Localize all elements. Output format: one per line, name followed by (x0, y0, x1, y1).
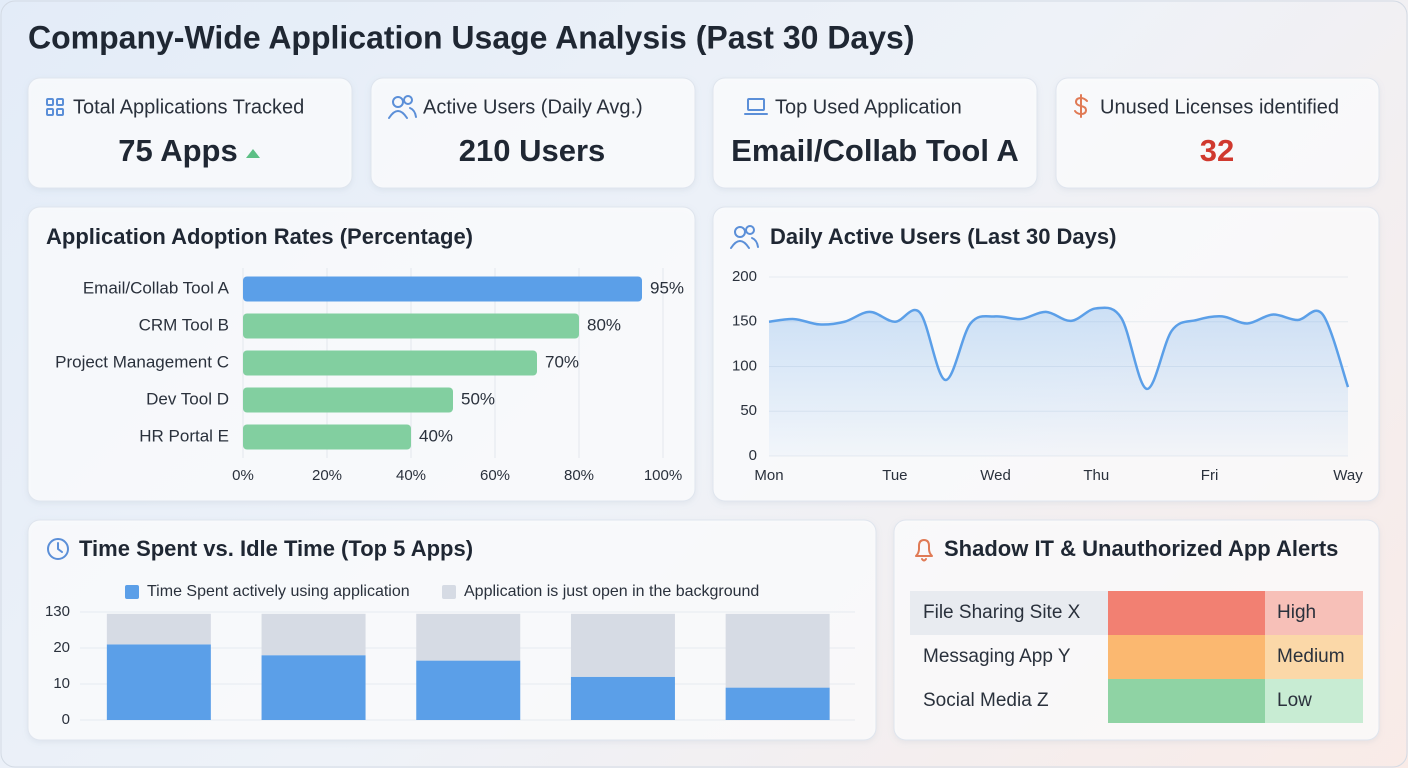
y-tick-label: 50 (740, 402, 757, 419)
value-label: 70% (545, 352, 579, 371)
trend-up (246, 149, 260, 158)
bar (243, 387, 453, 413)
x-tick-label: 20% (312, 467, 342, 484)
bar (243, 313, 579, 339)
app-name: Messaging App Y (923, 646, 1071, 667)
x-tick-label: 100% (644, 467, 682, 484)
y-tick-label: 130 (45, 603, 70, 620)
severity-label: High (1277, 602, 1316, 623)
y-tick-label: 200 (732, 268, 757, 285)
severity-cell (1265, 591, 1363, 635)
kpi-value: 210 Users (459, 133, 606, 168)
app-name: File Sharing Site X (923, 602, 1081, 623)
value-label: 50% (461, 389, 495, 408)
x-tick-label: 60% (480, 467, 510, 484)
bar-segment (261, 655, 366, 720)
bar-segment (725, 687, 830, 720)
bar (243, 424, 411, 450)
kpi-card (370, 77, 696, 189)
chart-title: Time Spent vs. Idle Time (Top 5 Apps) (79, 536, 473, 561)
bar (243, 350, 537, 376)
category-label: CRM Tool B (139, 315, 229, 334)
value-label: 95% (650, 278, 684, 297)
severity-cell (1265, 635, 1363, 679)
category-label: HR Portal E (139, 426, 229, 445)
legend-swatch (125, 585, 139, 599)
icon-users (388, 95, 417, 119)
x-tick-label: Tue (882, 467, 907, 484)
bar-segment (725, 613, 830, 688)
legend-label: Time Spent actively using application (147, 583, 410, 600)
severity-block (1108, 591, 1265, 635)
y-tick-label: 10 (53, 675, 70, 692)
y-tick-label: 0 (62, 711, 70, 728)
x-tick-label: 80% (564, 467, 594, 484)
kpi-value: 75 Apps (118, 133, 237, 168)
kpi-card (27, 77, 353, 189)
severity-block (1108, 679, 1265, 723)
bar-segment (261, 613, 366, 656)
bar-segment (106, 613, 211, 645)
kpi-label: Total Applications Tracked (73, 96, 304, 118)
bar-segment (416, 660, 521, 720)
bar-segment (570, 613, 675, 677)
x-tick-label: Fri (1201, 467, 1219, 484)
icon-bell (915, 539, 933, 562)
legend-label: Application is just open in the backgrou… (464, 583, 759, 600)
x-tick-label: Wed (980, 467, 1011, 484)
category-label: Dev Tool D (146, 389, 229, 408)
icon-users (730, 225, 759, 249)
category-label: Project Management C (55, 352, 229, 371)
bar-segment (416, 613, 521, 661)
icon-dollar (1074, 94, 1088, 118)
bar-segment (106, 644, 211, 720)
value-label: 80% (587, 315, 621, 334)
icon-laptop (744, 98, 768, 115)
bar-segment (570, 676, 675, 720)
value-label: 40% (419, 426, 453, 445)
kpi-label: Top Used Application (775, 96, 962, 118)
x-tick-label: Mon (754, 467, 783, 484)
kpi-card (1055, 77, 1380, 189)
legend-swatch (442, 585, 456, 599)
severity-block (1108, 635, 1265, 679)
kpi-label: Unused Licenses identified (1100, 96, 1339, 118)
x-tick-label: Thu (1083, 467, 1109, 484)
y-tick-label: 100 (732, 357, 757, 374)
severity-cell (1265, 679, 1363, 723)
y-tick-label: 150 (732, 313, 757, 330)
area (769, 307, 1348, 456)
app-name: Social Media Z (923, 690, 1049, 711)
category-label: Email/Collab Tool A (83, 278, 230, 297)
row-highlight (910, 591, 1108, 635)
kpi-value: 32 (1200, 133, 1234, 168)
severity-label: Medium (1277, 646, 1345, 667)
icon-grid (46, 98, 64, 116)
y-tick-label: 0 (749, 447, 757, 464)
kpi-label: Active Users (Daily Avg.) (423, 96, 643, 118)
kpi-card (712, 77, 1038, 189)
alerts-title: Shadow IT & Unauthorized App Alerts (944, 536, 1338, 561)
icon-clock (47, 538, 69, 560)
chart-title: Daily Active Users (Last 30 Days) (770, 224, 1116, 249)
y-tick-label: 20 (53, 639, 70, 656)
kpi-text: Total Applications Tracked 75 Apps Activ… (73, 96, 1339, 168)
x-tick-label: 40% (396, 467, 426, 484)
x-tick-label: 0% (232, 467, 254, 484)
page-title: Company-Wide Application Usage Analysis … (28, 19, 914, 55)
kpi-value: Email/Collab Tool A (731, 133, 1019, 168)
x-tick-label: Way (1333, 467, 1363, 484)
line (768, 306, 1350, 391)
chart-title: Application Adoption Rates (Percentage) (46, 224, 473, 249)
bar (243, 276, 642, 302)
severity-label: Low (1277, 690, 1312, 711)
